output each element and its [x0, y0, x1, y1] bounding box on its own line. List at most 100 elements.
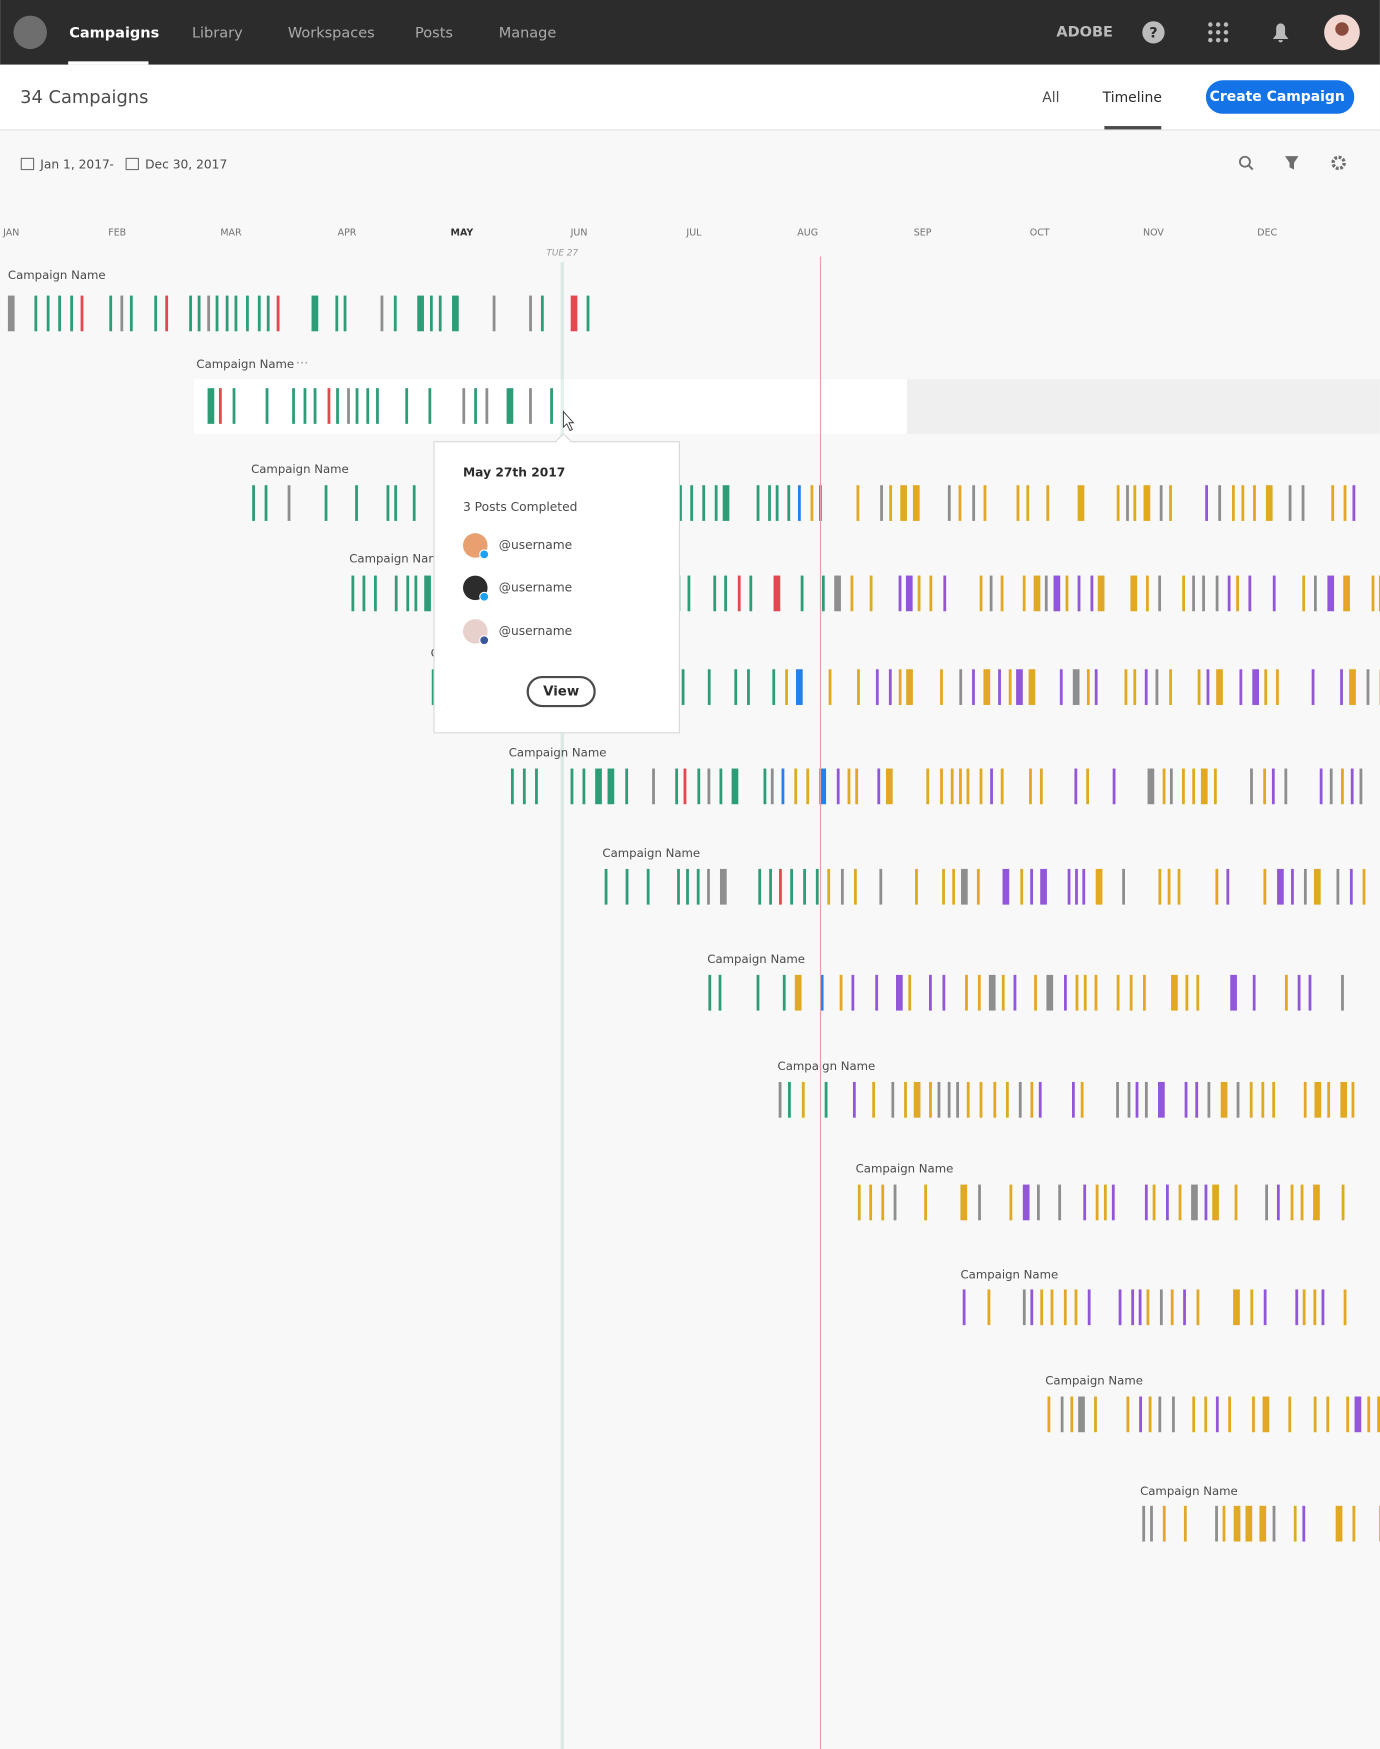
post-bar[interactable]: [959, 768, 962, 805]
post-bar[interactable]: [1064, 974, 1067, 1011]
post-bar[interactable]: [929, 974, 932, 1011]
post-bar[interactable]: [1343, 485, 1347, 521]
post-bar[interactable]: [972, 669, 975, 705]
post-bar[interactable]: [898, 669, 902, 705]
post-bar[interactable]: [854, 868, 857, 905]
post-bar[interactable]: [1228, 1396, 1232, 1433]
post-bar[interactable]: [1234, 1184, 1238, 1221]
username[interactable]: @username: [499, 538, 573, 552]
campaign-name[interactable]: Campaign Name: [509, 745, 607, 759]
post-bar[interactable]: [1058, 1184, 1062, 1221]
post-bar[interactable]: [1220, 1081, 1228, 1118]
post-bar[interactable]: [707, 868, 710, 905]
post-bar[interactable]: [1196, 1289, 1200, 1326]
post-bar[interactable]: [983, 669, 991, 705]
post-bar[interactable]: [707, 768, 711, 805]
post-bar[interactable]: [218, 388, 222, 424]
post-bar[interactable]: [756, 974, 760, 1011]
post-bar[interactable]: [1232, 485, 1235, 521]
post-bar[interactable]: [386, 485, 390, 521]
post-bar[interactable]: [1078, 1396, 1085, 1433]
post-bar[interactable]: [1065, 575, 1069, 612]
post-bar[interactable]: [1192, 768, 1196, 805]
post-bar[interactable]: [225, 295, 229, 332]
post-bar[interactable]: [380, 295, 384, 332]
post-bar[interactable]: [958, 485, 962, 521]
post-bar[interactable]: [1111, 1184, 1115, 1221]
post-bar[interactable]: [781, 768, 785, 805]
post-bar[interactable]: [1162, 768, 1166, 805]
post-bar[interactable]: [570, 295, 578, 332]
post-bar[interactable]: [1038, 1081, 1042, 1118]
post-bar[interactable]: [1158, 868, 1162, 905]
post-bar[interactable]: [1352, 485, 1356, 521]
post-bar[interactable]: [1150, 1505, 1153, 1542]
post-bar[interactable]: [1144, 1081, 1148, 1118]
post-bar[interactable]: [875, 974, 879, 1011]
post-bar[interactable]: [165, 295, 169, 332]
post-bar[interactable]: [347, 388, 350, 424]
post-bar[interactable]: [1074, 1289, 1078, 1326]
post-bar[interactable]: [1236, 575, 1239, 612]
post-bar[interactable]: [737, 575, 741, 612]
post-bar[interactable]: [794, 974, 802, 1011]
campaign-name[interactable]: Campaign Name: [1045, 1373, 1143, 1387]
post-bar[interactable]: [1002, 868, 1010, 905]
post-bar[interactable]: [292, 388, 295, 424]
post-bar[interactable]: [1077, 575, 1081, 612]
post-bar[interactable]: [1075, 868, 1078, 905]
post-bar[interactable]: [1341, 974, 1344, 1011]
post-bar[interactable]: [857, 1184, 861, 1221]
post-bar[interactable]: [1126, 1396, 1130, 1433]
post-bar[interactable]: [1253, 485, 1256, 521]
post-bar[interactable]: [1169, 485, 1172, 521]
post-bar[interactable]: [1241, 485, 1245, 521]
tab-active[interactable]: Timeline: [1102, 90, 1162, 106]
post-bar[interactable]: [1158, 1396, 1162, 1433]
post-bar[interactable]: [1212, 1184, 1219, 1221]
post-bar[interactable]: [794, 768, 798, 805]
post-bar[interactable]: [1291, 868, 1294, 905]
campaign-name[interactable]: Campaign Name: [8, 268, 106, 282]
post-bar[interactable]: [886, 768, 893, 805]
post-bar[interactable]: [797, 485, 801, 521]
post-bar[interactable]: [405, 388, 409, 424]
post-bar[interactable]: [978, 1184, 981, 1221]
post-bar[interactable]: [1185, 974, 1189, 1011]
post-bar[interactable]: [510, 768, 514, 805]
post-bar[interactable]: [154, 295, 158, 332]
post-bar[interactable]: [336, 388, 339, 424]
post-bar[interactable]: [197, 295, 201, 332]
post-bar[interactable]: [1097, 575, 1105, 612]
post-bar[interactable]: [1086, 768, 1090, 805]
tab[interactable]: All: [1042, 90, 1059, 106]
post-bar[interactable]: [1167, 868, 1171, 905]
post-bar[interactable]: [234, 295, 238, 332]
post-bar[interactable]: [1207, 1081, 1211, 1118]
post-bar[interactable]: [1000, 575, 1004, 612]
post-bar[interactable]: [839, 974, 843, 1011]
post-bar[interactable]: [1060, 1396, 1064, 1433]
post-bar[interactable]: [904, 1081, 907, 1118]
post-bar[interactable]: [287, 485, 291, 521]
post-bar[interactable]: [1040, 1289, 1044, 1326]
nav-item[interactable]: Manage: [499, 25, 557, 41]
post-bar[interactable]: [820, 974, 824, 1011]
post-bar[interactable]: [989, 575, 993, 612]
post-bar[interactable]: [1026, 485, 1030, 521]
post-bar[interactable]: [1371, 575, 1375, 612]
post-bar[interactable]: [1082, 868, 1086, 905]
post-bar[interactable]: [1039, 768, 1043, 805]
post-bar[interactable]: [947, 485, 951, 521]
more-menu[interactable]: ···: [296, 357, 309, 372]
post-bar[interactable]: [393, 295, 397, 332]
bell-icon[interactable]: [1272, 23, 1289, 43]
post-bar[interactable]: [492, 295, 496, 332]
post-bar[interactable]: [879, 868, 883, 905]
post-bar[interactable]: [821, 575, 825, 612]
post-bar[interactable]: [1249, 1081, 1253, 1118]
post-bar[interactable]: [355, 485, 358, 521]
post-bar[interactable]: [1050, 1289, 1054, 1326]
post-bar[interactable]: [875, 669, 879, 705]
post-bar[interactable]: [1216, 669, 1223, 705]
